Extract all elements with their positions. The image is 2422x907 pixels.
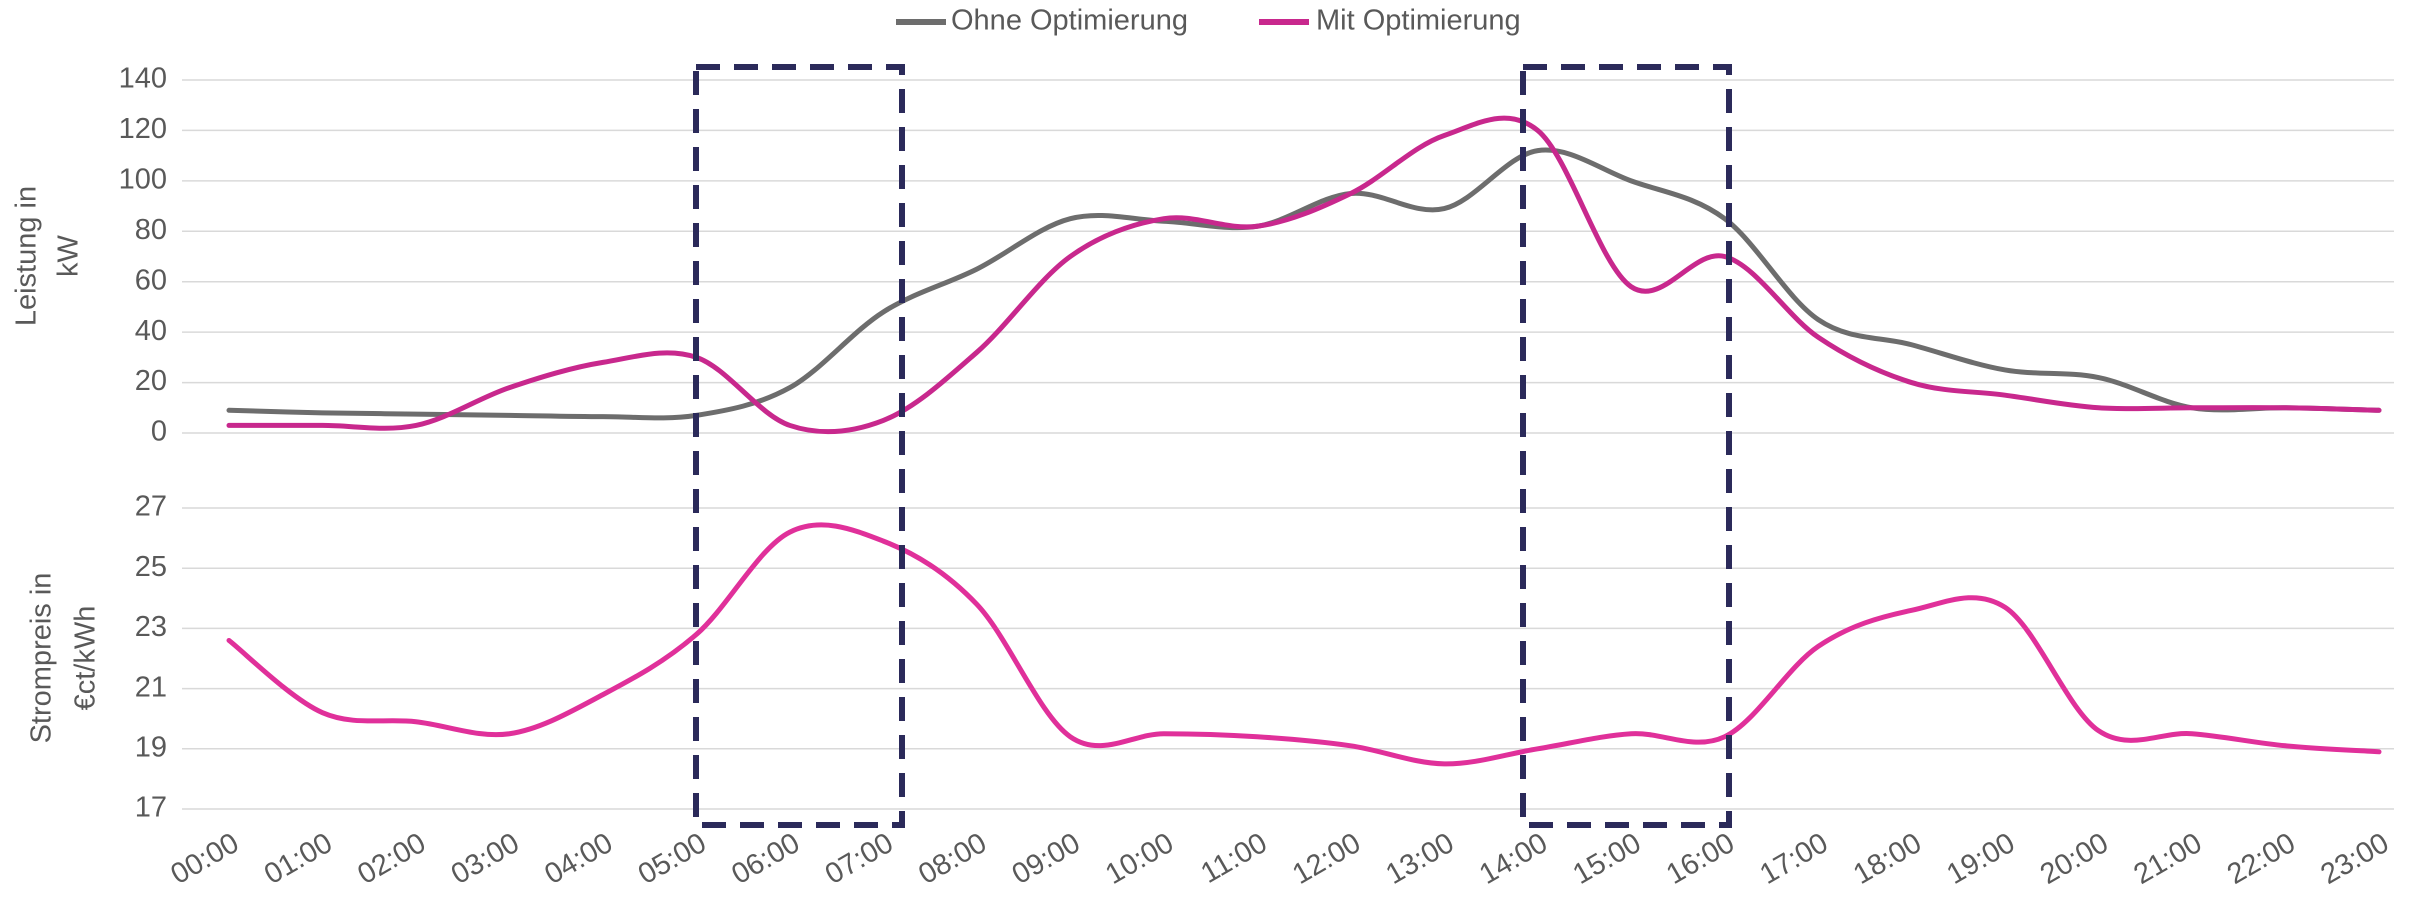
x-tick-label: 23:00 bbox=[2315, 827, 2394, 891]
y-tick-label: 40 bbox=[135, 315, 167, 347]
series-line bbox=[226, 147, 2382, 421]
y-tick-label: 20 bbox=[135, 365, 167, 397]
x-tick-label: 08:00 bbox=[913, 827, 992, 891]
y-axis-label: kW bbox=[53, 234, 85, 277]
y-axis-label: €ct/kWh bbox=[70, 606, 102, 711]
legend-label: Ohne Optimierung bbox=[951, 5, 1188, 37]
x-tick-label: 19:00 bbox=[1942, 827, 2021, 891]
x-tick-label: 15:00 bbox=[1568, 827, 1647, 891]
x-tick-label: 20:00 bbox=[2035, 827, 2114, 891]
y-tick-label: 17 bbox=[135, 792, 167, 824]
highlight-box bbox=[1520, 64, 1732, 828]
y-axis-label: Leistung in bbox=[11, 186, 43, 326]
y-tick-label: 19 bbox=[135, 731, 167, 763]
y-tick-label: 80 bbox=[135, 214, 167, 246]
y-tick-label: 60 bbox=[135, 264, 167, 296]
highlight-boxes bbox=[693, 64, 1732, 828]
x-tick-label: 18:00 bbox=[1848, 827, 1927, 891]
x-tick-label: 22:00 bbox=[2222, 827, 2301, 891]
x-tick-label: 06:00 bbox=[726, 827, 805, 891]
y-axis-label: Strompreis in bbox=[26, 573, 58, 744]
x-tick-label: 13:00 bbox=[1381, 827, 1460, 891]
plot-layer: 0 20 40 60 80 100 120 140 Leistung in kW Ohne Opti… bbox=[11, 5, 2395, 891]
x-tick-label: 02:00 bbox=[352, 827, 431, 891]
series-line bbox=[226, 115, 2382, 435]
x-tick-label: 07:00 bbox=[820, 827, 899, 891]
y-tick-label: 21 bbox=[135, 671, 167, 703]
y-tick-label: 0 bbox=[151, 416, 167, 448]
y-tick-label: 100 bbox=[119, 164, 167, 196]
y-tick-label: 25 bbox=[135, 551, 167, 583]
x-tick-label: 16:00 bbox=[1661, 827, 1740, 891]
x-tick-label: 05:00 bbox=[633, 827, 712, 891]
x-tick-label: 00:00 bbox=[165, 827, 244, 891]
y-tick-label: 140 bbox=[119, 63, 167, 95]
x-tick-label: 11:00 bbox=[1196, 827, 1273, 890]
x-tick-label: 09:00 bbox=[1007, 827, 1086, 891]
x-tick-label: 14:00 bbox=[1474, 827, 1553, 891]
x-tick-label: 21:00 bbox=[2129, 827, 2208, 891]
x-tick-label: 03:00 bbox=[446, 827, 525, 891]
y-tick-label: 27 bbox=[135, 491, 167, 523]
y-tick-label: 120 bbox=[119, 113, 167, 145]
x-tick-label: 04:00 bbox=[539, 827, 618, 891]
highlight-box bbox=[693, 64, 905, 828]
x-tick-label: 17:00 bbox=[1755, 827, 1834, 891]
series-line bbox=[226, 522, 2382, 767]
x-tick-label: 01:00 bbox=[259, 827, 338, 891]
x-tick-label: 10:00 bbox=[1100, 827, 1179, 891]
y-tick-label: 23 bbox=[135, 611, 167, 643]
legend-label: Mit Optimierung bbox=[1316, 5, 1521, 37]
x-tick-label: 12:00 bbox=[1287, 827, 1366, 891]
